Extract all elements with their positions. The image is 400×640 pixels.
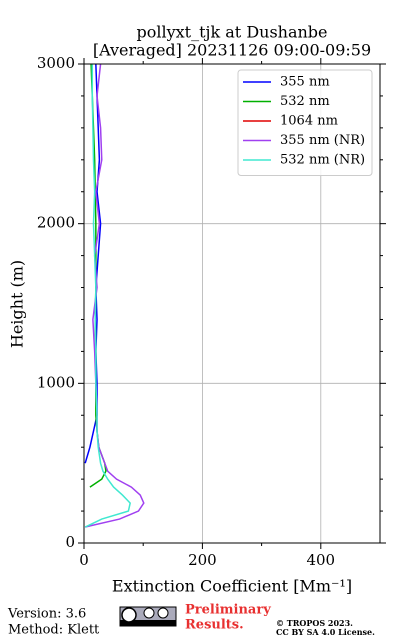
y-tick-label: 2000 [37,214,75,232]
x-tick-label: 200 [188,551,217,569]
preliminary-note: Preliminary [185,603,271,618]
legend-label: 355 nm (NR) [280,133,365,148]
x-tick-label: 400 [306,551,335,569]
legend-label: 1064 nm [280,114,338,129]
legend-label: 532 nm [280,94,330,109]
y-axis-label: Height (m) [8,260,27,348]
profile-line [84,64,131,528]
method: Method: Klett [8,623,100,638]
y-tick-label: 0 [65,533,75,551]
y-tick-label: 1000 [37,373,75,391]
chart-subtitle: [Averaged] 20231126 09:00-09:59 [93,41,371,60]
version: Version: 3.6 [7,607,86,622]
copyright: CC BY SA 4.0 License. [276,627,375,637]
legend-label: 355 nm [280,75,330,90]
preliminary-note: Results. [185,618,244,633]
license-logo [119,606,177,627]
legend-box [237,69,373,176]
y-tick-label: 3000 [37,54,75,72]
copyright: © TROPOS 2023. [276,618,353,628]
x-tick-label: 0 [79,551,89,569]
chart-title: pollyxt_tjk at Dushanbe [136,23,327,42]
plot-frame [83,63,381,544]
legend-label: 532 nm (NR) [280,153,365,168]
x-axis-label: Extinction Coefficient [Mm⁻¹] [112,577,352,596]
